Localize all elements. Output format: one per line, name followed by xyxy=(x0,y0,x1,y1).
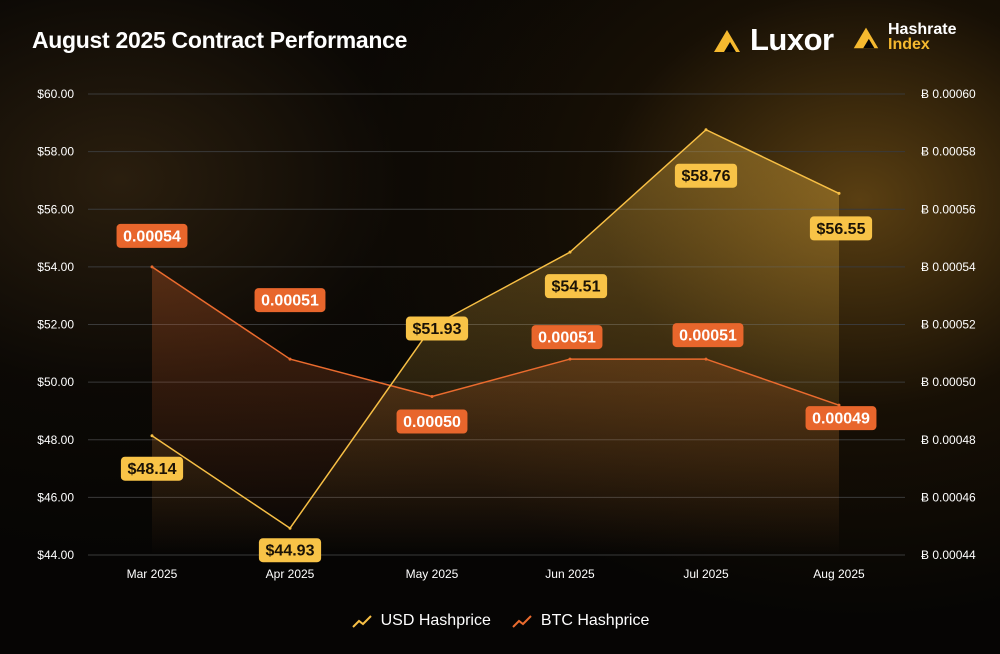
btc-data-label: 0.00054 xyxy=(123,228,181,245)
btc-data-label: 0.00049 xyxy=(812,411,870,428)
y-right-tick-label: Ƀ 0.00058 xyxy=(921,145,976,159)
y-right-tick-label: Ƀ 0.00046 xyxy=(921,490,976,504)
btc-data-point xyxy=(837,403,841,407)
usd-data-point xyxy=(150,434,154,438)
y-left-tick-label: $54.00 xyxy=(37,260,74,274)
y-right-tick-label: Ƀ 0.00060 xyxy=(921,87,976,101)
btc-data-label-bg xyxy=(396,409,468,434)
usd-data-label: $44.93 xyxy=(266,543,315,560)
legend-label-usd: USD Hashprice xyxy=(380,612,491,629)
y-left-tick-label: $44.00 xyxy=(37,548,74,562)
btc-data-label-bg xyxy=(531,325,603,350)
y-right-tick-label: Ƀ 0.00050 xyxy=(921,375,976,389)
y-left-tick-label: $60.00 xyxy=(37,87,74,101)
usd-series-line xyxy=(151,128,840,530)
btc-data-point xyxy=(430,395,434,399)
y-right-tick-label: Ƀ 0.00056 xyxy=(921,202,976,216)
legend-item-usd[interactable]: USD Hashprice xyxy=(351,612,491,630)
hashrate-index-logo-icon xyxy=(853,27,879,49)
usd-data-point xyxy=(288,526,292,530)
x-tick-label: Jul 2025 xyxy=(683,567,729,581)
legend-label-btc: BTC Hashprice xyxy=(540,612,650,629)
btc-data-point xyxy=(150,265,154,269)
x-tick-label: Jun 2025 xyxy=(545,567,595,581)
usd-data-point xyxy=(568,250,572,254)
hashrate-index-line1: Hashrate xyxy=(888,21,957,38)
usd-data-label-bg xyxy=(405,316,469,341)
usd-data-label-bg xyxy=(120,456,184,481)
btc-data-label: 0.00051 xyxy=(679,328,737,345)
trend-line-icon xyxy=(512,615,532,628)
usd-data-label: $48.14 xyxy=(128,461,177,478)
y-left-tick-label: $46.00 xyxy=(37,490,74,504)
btc-data-label: 0.00051 xyxy=(538,330,596,347)
btc-data-point xyxy=(704,357,708,361)
btc-data-label-bg xyxy=(805,406,877,431)
usd-data-label-bg xyxy=(674,163,738,188)
legend: USD Hashprice BTC Hashprice xyxy=(0,612,1000,630)
usd-data-label: $58.76 xyxy=(682,168,731,185)
usd-area xyxy=(152,129,839,556)
usd-data-label-bg xyxy=(258,538,322,563)
trend-line-icon xyxy=(351,615,372,628)
usd-data-label-bg xyxy=(544,274,608,299)
y-left-tick-label: $52.00 xyxy=(37,318,74,332)
x-tick-label: Apr 2025 xyxy=(266,567,315,581)
btc-series-line xyxy=(151,266,840,406)
y-left-tick-label: $50.00 xyxy=(37,375,74,389)
y-left-tick-label: $48.00 xyxy=(37,433,74,447)
legend-item-btc[interactable]: BTC Hashprice xyxy=(511,612,649,630)
usd-data-point xyxy=(837,191,841,195)
luxor-logo-icon xyxy=(714,30,740,52)
btc-data-point xyxy=(288,357,292,361)
btc-data-label-bg xyxy=(672,323,744,348)
y-right-tick-label: Ƀ 0.00052 xyxy=(921,318,976,332)
y-left-tick-label: $58.00 xyxy=(37,145,74,159)
usd-data-label-bg xyxy=(809,216,873,241)
usd-data-label: $51.93 xyxy=(413,321,462,338)
usd-data-point xyxy=(704,128,708,132)
y-right-tick-label: Ƀ 0.00054 xyxy=(921,260,976,274)
usd-data-label: $54.51 xyxy=(552,279,601,296)
btc-data-label: 0.00051 xyxy=(261,293,319,310)
hashrate-index-logo: Hashrate Index xyxy=(850,21,957,53)
y-right-tick-label: Ƀ 0.00048 xyxy=(921,433,976,447)
hashrate-index-line2: Index xyxy=(888,36,930,53)
luxor-logo: Luxor xyxy=(710,22,834,58)
chart-title: August 2025 Contract Performance xyxy=(32,27,408,53)
btc-data-label: 0.00050 xyxy=(403,414,461,431)
y-left-tick-label: $56.00 xyxy=(37,202,74,216)
btc-data-label-bg xyxy=(116,223,188,248)
y-right-tick-label: Ƀ 0.00044 xyxy=(921,548,976,562)
btc-data-point xyxy=(568,357,572,361)
btc-data-label-bg xyxy=(254,288,326,313)
x-tick-label: Aug 2025 xyxy=(813,567,865,581)
luxor-wordmark: Luxor xyxy=(750,22,834,57)
x-tick-label: Mar 2025 xyxy=(127,567,178,581)
x-tick-label: May 2025 xyxy=(406,567,459,581)
usd-data-label: $56.55 xyxy=(817,221,866,238)
